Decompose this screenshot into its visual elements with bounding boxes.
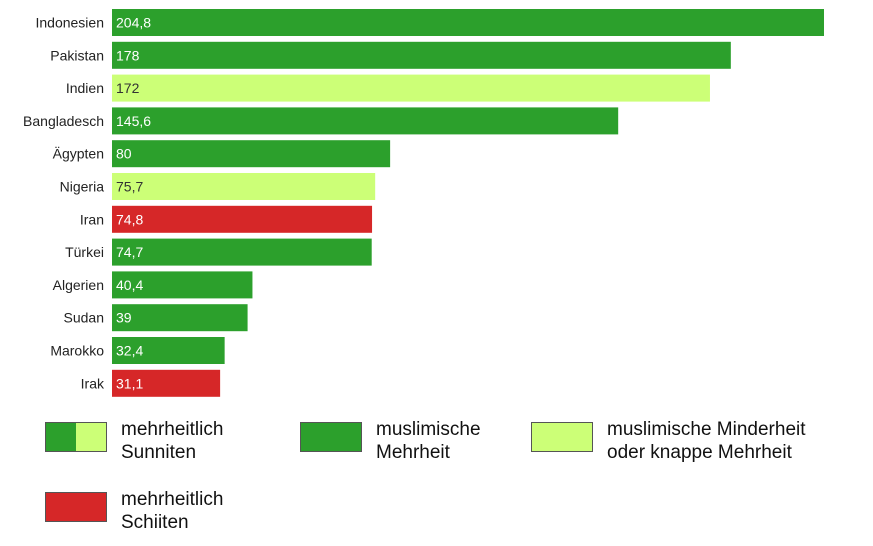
category-label: Irak [81, 375, 105, 391]
legend-mehrheit-label: muslimische Mehrheit [376, 419, 481, 463]
bar-7 [112, 238, 372, 266]
legend-sunniten: mehrheitlich Sunniten [45, 418, 223, 464]
value-label: 32,4 [116, 343, 143, 359]
value-label: 145,6 [116, 113, 151, 129]
category-label: Iran [80, 211, 104, 227]
bar-10 [112, 337, 225, 364]
value-label: 74,8 [116, 211, 143, 227]
value-label: 178 [116, 47, 140, 63]
category-label: Marokko [50, 343, 104, 359]
category-label: Algerien [53, 277, 104, 293]
legend-sunniten-label: mehrheitlich Sunniten [121, 419, 224, 463]
category-label: Türkei [65, 244, 104, 260]
legend-minderheit-swatch [531, 422, 593, 452]
bar-3 [112, 107, 619, 135]
legend-mehrheit: muslimische Mehrheit [300, 418, 481, 464]
value-label: 172 [116, 80, 140, 96]
value-label: 40,4 [116, 277, 143, 293]
bar-0 [112, 9, 824, 36]
value-label: 74,7 [116, 244, 143, 260]
category-label: Nigeria [60, 179, 105, 195]
bar-6 [112, 205, 373, 233]
category-label: Indien [66, 80, 104, 96]
legend-schiiten: mehrheitlich Schiiten [45, 488, 223, 534]
legend-schiiten-label: mehrheitlich Schiiten [121, 489, 224, 533]
legend-schiiten-swatch [45, 492, 107, 522]
legend-minderheit: muslimische Minderheit oder knappe Mehrh… [531, 418, 806, 464]
bar-4 [112, 140, 391, 168]
value-label: 31,1 [116, 375, 143, 391]
bar-chart: Indonesien 204,8 Pakistan 178 Indien 172 Bangl… [23, 9, 824, 397]
value-label: 204,8 [116, 15, 151, 31]
category-label: Indonesien [35, 15, 104, 31]
category-label: Bangladesch [23, 113, 104, 129]
value-label: 75,7 [116, 179, 143, 195]
category-label: Ägypten [53, 146, 104, 162]
bar-8 [112, 271, 253, 299]
category-label: Sudan [64, 310, 104, 326]
legend-sunniten-swatch [45, 422, 107, 452]
legend-mehrheit-swatch [300, 422, 362, 452]
bar-5 [112, 173, 376, 200]
bar-11 [112, 369, 221, 397]
bar-1 [112, 41, 731, 69]
value-label: 80 [116, 146, 132, 162]
legend-sunniten-swatch-minority [76, 423, 106, 451]
bar-9 [112, 304, 248, 332]
value-label: 39 [116, 310, 132, 326]
category-label: Pakistan [50, 47, 104, 63]
legend-sunniten-swatch-majority [46, 423, 76, 451]
bar-2 [112, 74, 710, 102]
legend-minderheit-label: muslimische Minderheit oder knappe Mehrh… [607, 419, 806, 463]
